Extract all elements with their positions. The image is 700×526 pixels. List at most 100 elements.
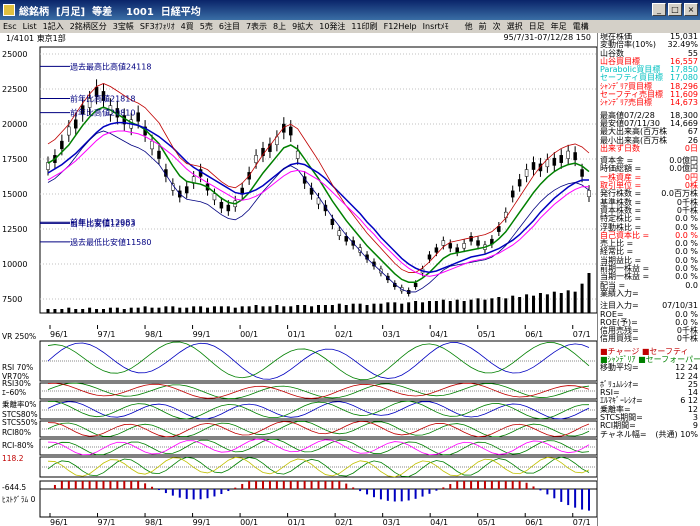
menu-item-9[interactable]: 7表示 xyxy=(245,22,268,31)
menu-item-4[interactable]: 3宝帳 xyxy=(112,22,134,31)
menu-item-3[interactable]: 2銘柄区分 xyxy=(69,22,107,31)
info-row: ｼｬﾝﾃﾞﾘｱ買目標 18,296 xyxy=(598,82,700,91)
price-candle-body xyxy=(344,236,348,242)
volume-bar xyxy=(372,303,376,313)
volume-bar xyxy=(261,306,265,313)
menu-item-14[interactable]: F12Help xyxy=(383,22,417,31)
price-candle-body xyxy=(330,219,335,225)
menu-item-17[interactable]: 前 xyxy=(478,22,487,31)
stock-chart[interactable]: 25000 22500 20000 17500 15000 12500 10000 7500 過… xyxy=(0,43,597,526)
minimize-button[interactable]: _ xyxy=(652,3,666,16)
info-row: 出来ず日数 0日 xyxy=(598,144,700,153)
histogram-bar xyxy=(289,481,292,489)
info-value: 0.0 % xyxy=(675,264,698,274)
info-value: 15,031 xyxy=(670,33,698,41)
histogram-bar xyxy=(539,489,542,491)
info-value: 6 12 xyxy=(680,396,698,406)
menu-item-22[interactable]: 電構 xyxy=(572,22,589,31)
menu-item-8[interactable]: 6注目 xyxy=(218,22,240,31)
menu-item-16[interactable]: 他 xyxy=(464,22,473,31)
price-tick-label: 10000 xyxy=(2,260,27,269)
histogram-bar xyxy=(116,481,119,489)
x-axis-label: 97/1 xyxy=(98,518,116,526)
info-value: 12 xyxy=(687,404,698,414)
info-row: 発行株数 = 0.0百万株 xyxy=(598,189,700,199)
price-candle-body xyxy=(573,152,577,161)
info-value: 0.0 % xyxy=(675,309,698,319)
info-row: 資本株数 = 0千株 xyxy=(598,206,700,215)
menu-item-12[interactable]: 10発注 xyxy=(319,22,346,31)
histogram-bar xyxy=(345,483,348,489)
menu-item-1[interactable]: List xyxy=(22,22,37,31)
menu-item-18[interactable]: 次 xyxy=(492,22,501,31)
volume-bar xyxy=(580,283,584,313)
histogram-bar xyxy=(130,481,133,489)
info-label: 基準株数 = xyxy=(600,197,642,207)
histogram-bar xyxy=(213,489,216,497)
x-axis-label: 00/1 xyxy=(240,518,258,526)
info-row: 売上比 = 0.0 % xyxy=(598,239,700,249)
menu-item-19[interactable]: 選択 xyxy=(506,22,523,31)
menu-item-11[interactable]: 9拡大 xyxy=(292,22,314,31)
volume-bar xyxy=(518,297,522,313)
histogram-bar xyxy=(338,481,341,489)
volume-bar xyxy=(212,306,216,313)
info-value: 17,850 xyxy=(670,65,698,75)
x-axis-label: 98/1 xyxy=(145,518,163,526)
annotation-label: 過去最低比安値11580 xyxy=(70,237,151,247)
x-axis-label: 99/1 xyxy=(193,330,211,339)
volume-bar xyxy=(233,307,237,313)
menu-item-7[interactable]: 5売 xyxy=(199,22,213,31)
info-label: 最大出来高(百万株 xyxy=(600,127,668,137)
volume-bar xyxy=(587,273,591,313)
menu-item-2[interactable]: 1記入 xyxy=(42,22,64,31)
info-value: 0.0 % xyxy=(675,255,698,265)
menu-item-20[interactable]: 日足 xyxy=(528,22,545,31)
menu-item-10[interactable]: 8上 xyxy=(273,22,287,31)
histogram-bar xyxy=(296,481,299,489)
info-row: 現在株価 15,031 xyxy=(598,33,700,41)
indicator-label: STCS80% xyxy=(2,410,38,419)
info-value: 0.0 % xyxy=(675,230,698,240)
histogram-bar xyxy=(227,489,230,492)
histogram-bar xyxy=(109,481,112,489)
histogram-bar xyxy=(366,489,369,495)
menu-item-15[interactable]: Insrtﾒﾓ xyxy=(422,22,449,31)
info-value: 67 xyxy=(687,127,698,137)
info-row: 一株資産 = 0円 xyxy=(598,172,700,182)
x-axis-label: 02/1 xyxy=(335,518,353,526)
info-row: 最安値07/11/30 14,669 xyxy=(598,119,700,128)
menu-item-0[interactable]: Esc xyxy=(3,22,17,31)
info-label: 一株資産 = xyxy=(600,172,642,182)
info-label: 発行株数 = xyxy=(600,189,642,199)
menu-item-5[interactable]: SF3ｵﾌｫﾘｵ xyxy=(139,22,175,31)
app-icon xyxy=(3,4,15,16)
menu-item-13[interactable]: 11印刷 xyxy=(351,22,378,31)
info-label: 特定株比 = xyxy=(600,214,642,224)
info-row: 配当 = 0.0 xyxy=(598,280,700,290)
close-button[interactable]: × xyxy=(684,3,698,16)
info-label: チャネル幅= xyxy=(600,429,647,439)
x-axis-label: 98/1 xyxy=(145,330,163,339)
menu-item-21[interactable]: 年足 xyxy=(550,22,567,31)
info-label: 移動平均= xyxy=(600,363,639,373)
chart-header: 1/4101 東京1部 95/7/31-07/12/28 150 xyxy=(0,33,597,43)
maximize-button[interactable]: □ xyxy=(668,3,682,16)
info-row: 当期一株益 = 0.0 % xyxy=(598,273,700,282)
indicator-line xyxy=(47,400,590,420)
info-row: セーフティ売目標 11,609 xyxy=(598,90,700,99)
indicator-line xyxy=(47,341,590,381)
info-row: 最小出来高(百万株 26 xyxy=(598,136,700,145)
info-row: Parabolic買目標 17,850 xyxy=(598,65,700,75)
info-value: 0.0 % xyxy=(675,222,698,232)
x-axis-label: 05/1 xyxy=(478,330,496,339)
info-label: 配当 = xyxy=(600,280,626,290)
x-axis-label: 00/1 xyxy=(240,330,258,339)
volume-bar xyxy=(289,306,293,313)
info-value: 0.0 % xyxy=(675,239,698,249)
info-label: ROE= xyxy=(600,309,624,319)
histogram-bar xyxy=(248,481,251,489)
volume-bar xyxy=(254,305,258,313)
menu-item-6[interactable]: 4買 xyxy=(180,22,194,31)
histogram-bar xyxy=(67,481,70,489)
